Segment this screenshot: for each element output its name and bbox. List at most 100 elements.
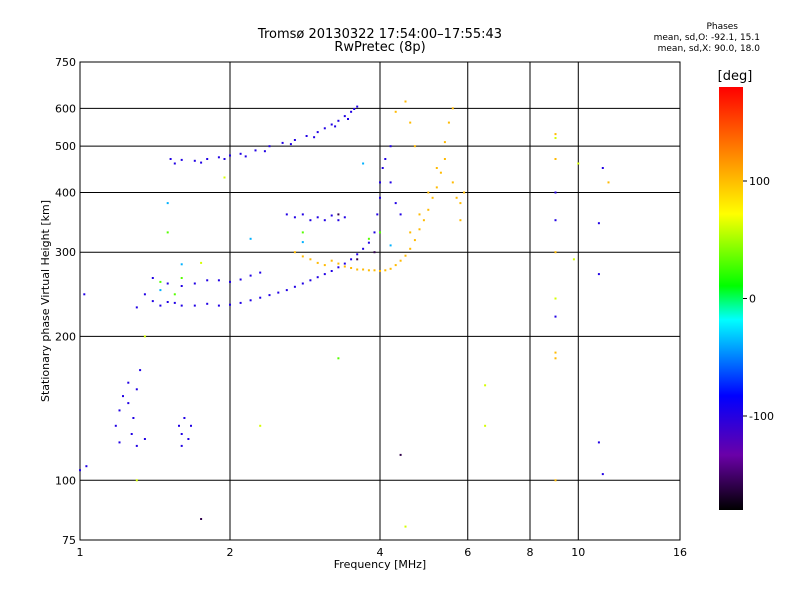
data-point	[572, 258, 575, 261]
data-point	[435, 167, 438, 169]
data-point	[316, 131, 319, 134]
data-point	[301, 241, 304, 244]
data-point	[135, 306, 138, 309]
data-point	[554, 191, 557, 194]
data-point	[554, 158, 557, 160]
data-point	[277, 291, 280, 294]
data-point	[118, 441, 121, 444]
data-point	[343, 265, 346, 268]
data-point	[597, 273, 600, 276]
tick-labels: 1 2 4 6 8 10 16 75 100 200 300 400 500 600 750	[55, 56, 687, 559]
data-point	[159, 280, 162, 283]
data-point	[289, 143, 292, 146]
data-point	[356, 268, 359, 271]
data-point	[381, 167, 384, 169]
data-point	[200, 161, 203, 164]
data-point	[259, 296, 262, 299]
data-point	[554, 351, 557, 354]
data-point	[389, 181, 392, 184]
colorbar-tick-label: -100	[749, 410, 774, 423]
data-point	[268, 294, 271, 297]
data-point	[554, 297, 557, 300]
data-point	[343, 262, 346, 265]
data-point	[337, 266, 340, 269]
data-point	[143, 293, 146, 296]
data-point	[455, 196, 458, 199]
data-point	[451, 107, 454, 110]
data-point	[409, 247, 412, 250]
data-point	[193, 304, 196, 307]
data-point	[554, 479, 557, 482]
y-tick-label: 600	[55, 102, 76, 115]
data-point	[151, 277, 154, 279]
data-point	[409, 121, 412, 124]
data-point	[384, 158, 387, 160]
data-point	[193, 159, 196, 162]
data-point	[334, 125, 337, 128]
y-tick-label: 100	[55, 474, 76, 487]
data-point	[281, 141, 284, 144]
data-point	[309, 219, 312, 222]
colorbar-ticks: -100 0 100	[743, 175, 774, 423]
data-point	[180, 158, 183, 161]
data-point	[301, 231, 304, 234]
data-point	[554, 315, 557, 318]
data-point	[350, 110, 353, 113]
data-point	[404, 525, 407, 528]
data-point	[180, 444, 183, 447]
data-point	[337, 357, 340, 360]
data-point	[577, 162, 580, 165]
data-point	[459, 202, 462, 205]
data-point	[431, 196, 434, 199]
data-point	[159, 289, 162, 292]
data-point	[151, 300, 154, 303]
data-point	[554, 251, 557, 254]
data-point	[127, 381, 130, 384]
data-point	[362, 268, 365, 271]
data-point	[399, 259, 402, 262]
data-point	[389, 267, 392, 270]
x-tick-label: 2	[227, 546, 234, 559]
data-point	[135, 444, 138, 447]
data-point	[166, 231, 169, 234]
data-point	[330, 259, 333, 262]
data-point	[330, 270, 333, 272]
data-point	[362, 247, 365, 250]
y-tick-label: 200	[55, 330, 76, 343]
data-point	[79, 469, 81, 472]
x-tick-label: 4	[377, 546, 384, 559]
data-point	[459, 219, 462, 222]
data-point	[166, 202, 169, 205]
data-point	[554, 137, 557, 139]
data-point	[178, 424, 180, 427]
data-point	[404, 254, 407, 257]
data-point	[309, 279, 312, 282]
y-tick-label: 75	[62, 534, 76, 547]
data-point	[223, 176, 226, 179]
data-point	[418, 228, 421, 231]
data-point	[316, 276, 319, 279]
data-point	[350, 258, 353, 261]
data-point	[229, 280, 231, 283]
data-point	[244, 155, 247, 158]
data-point	[373, 231, 376, 234]
data-point	[313, 136, 316, 139]
data-point	[206, 158, 209, 160]
data-point	[404, 100, 407, 103]
data-point	[418, 213, 421, 216]
data-point	[301, 213, 304, 216]
data-point	[554, 357, 557, 360]
data-point	[293, 251, 296, 254]
data-point	[229, 154, 231, 157]
data-point	[350, 267, 353, 269]
data-point	[373, 269, 376, 272]
data-point	[223, 158, 226, 160]
data-point	[435, 186, 438, 189]
data-points	[79, 100, 610, 528]
data-point	[83, 293, 86, 296]
data-point	[268, 145, 271, 148]
data-point	[293, 216, 296, 219]
data-point	[301, 282, 304, 285]
data-point	[389, 244, 392, 247]
